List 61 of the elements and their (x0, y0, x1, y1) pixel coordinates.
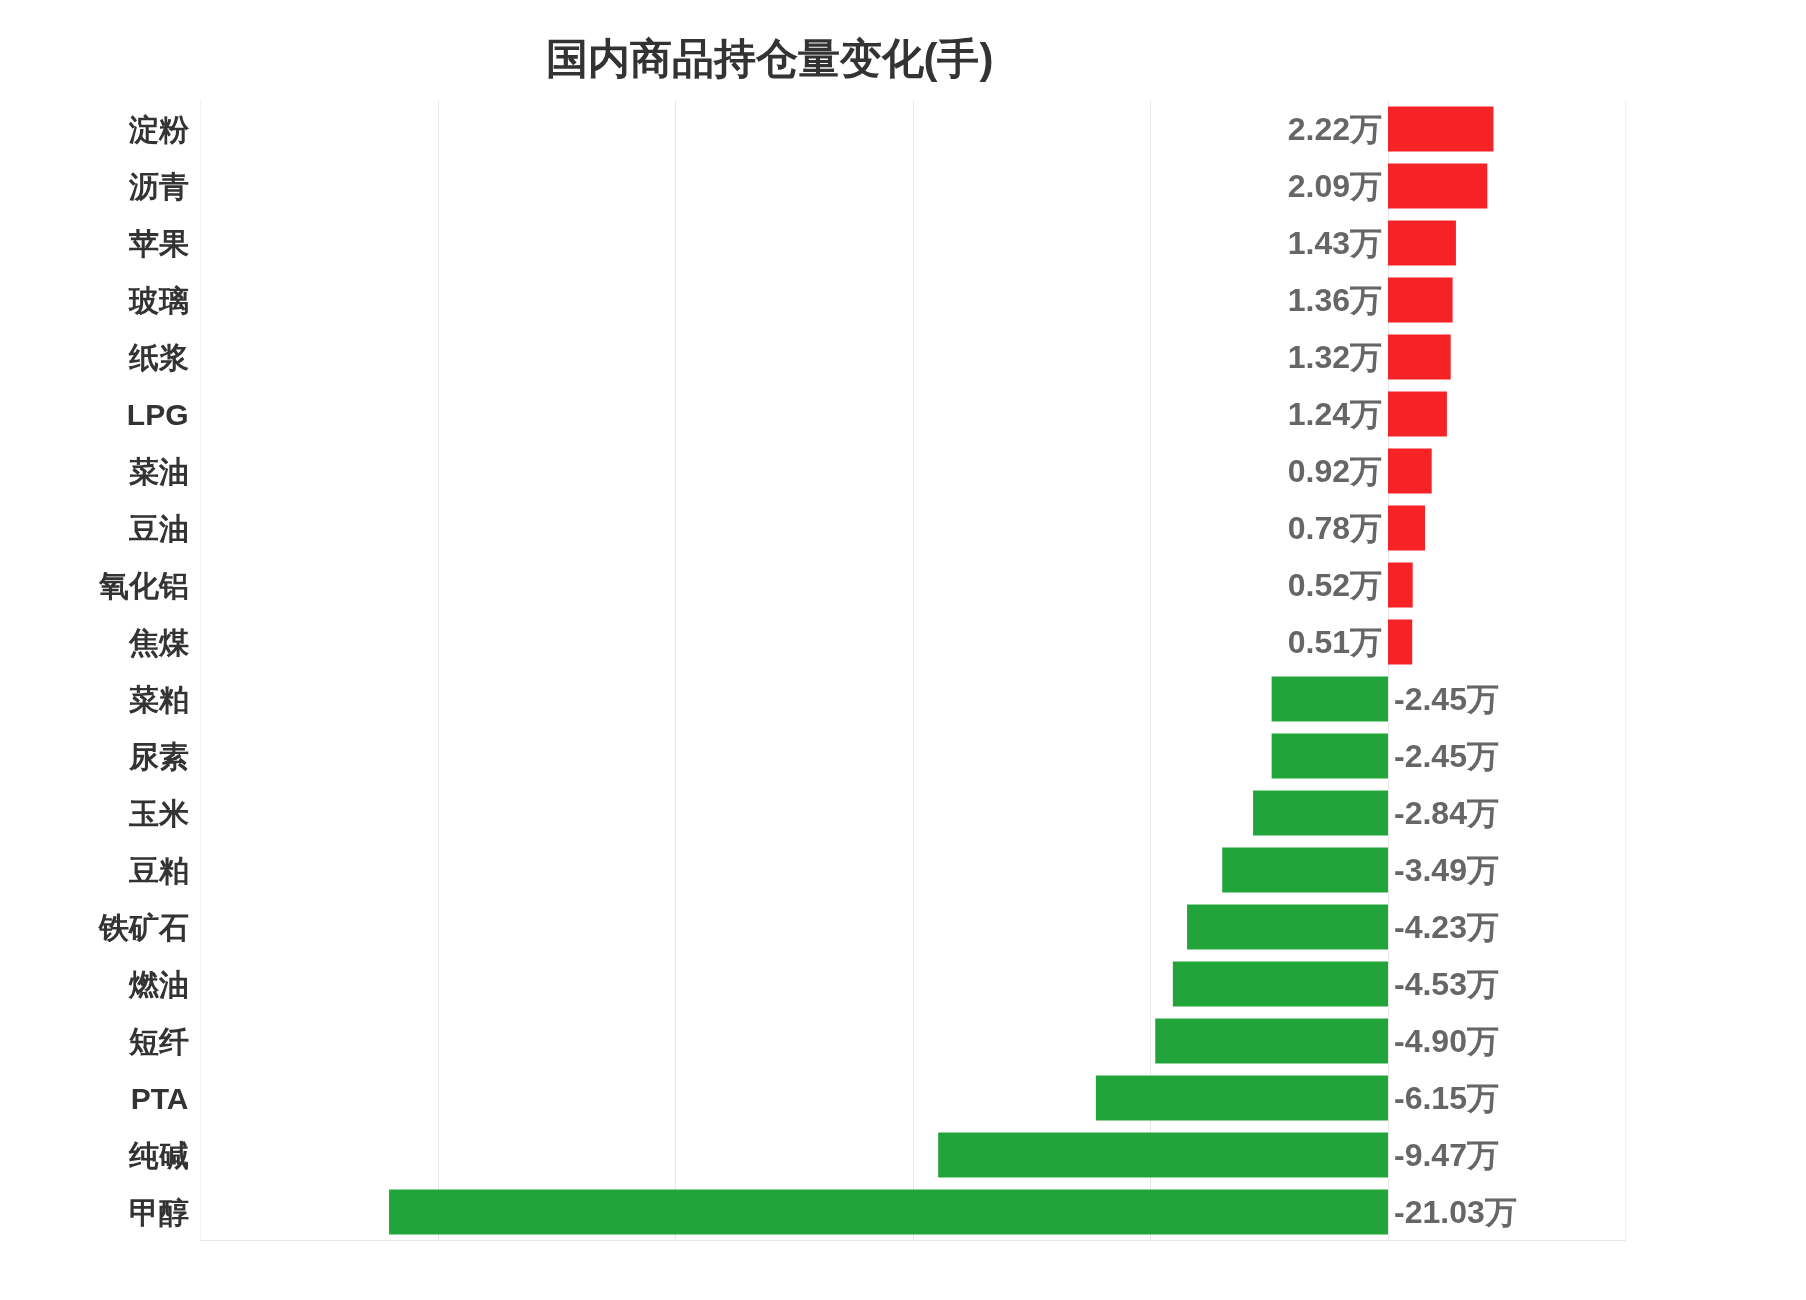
bar (1388, 619, 1413, 665)
data-label: -2.45万 (1394, 681, 1499, 717)
bar (1172, 961, 1388, 1007)
y-tick-label: 燃油 (127, 967, 189, 1001)
y-tick-label: 纸浆 (127, 340, 189, 374)
data-label: -4.90万 (1394, 1023, 1499, 1059)
y-tick-label: 豆油 (127, 511, 189, 545)
y-tick-label: 豆粕 (127, 853, 189, 887)
data-label: 0.92万 (1287, 453, 1382, 489)
data-label: 2.09万 (1287, 168, 1382, 204)
y-tick-label: 玻璃 (127, 283, 189, 317)
data-label: 0.52万 (1287, 567, 1382, 603)
data-label: 2.22万 (1287, 111, 1382, 147)
bar (1155, 1018, 1388, 1064)
bar (1388, 163, 1488, 209)
bar (1388, 277, 1453, 323)
data-label: -6.15万 (1394, 1080, 1499, 1116)
data-label: 1.24万 (1287, 396, 1382, 432)
y-tick-label: PTA (130, 1081, 189, 1115)
data-label: 0.78万 (1287, 510, 1382, 546)
y-tick-label: 尿素 (127, 739, 189, 773)
bar (1388, 106, 1494, 152)
data-label: -4.53万 (1394, 966, 1499, 1002)
bar (1388, 562, 1413, 608)
bar (1388, 505, 1426, 551)
data-label: -2.45万 (1394, 738, 1499, 774)
chart-title: 国内商品持仓量变化(手) (545, 34, 994, 82)
bar (1095, 1075, 1388, 1121)
data-label: 1.36万 (1287, 282, 1382, 318)
y-tick-label: 铁矿石 (97, 910, 189, 944)
data-label: -3.49万 (1394, 852, 1499, 888)
bar (1222, 847, 1388, 893)
y-tick-label: 苹果 (127, 226, 189, 260)
data-label: 0.51万 (1287, 624, 1382, 660)
data-label: 1.32万 (1287, 339, 1382, 375)
bar (1271, 676, 1388, 722)
bar (1271, 733, 1388, 779)
data-label: -21.03万 (1394, 1194, 1517, 1230)
y-tick-label: 短纤 (127, 1024, 189, 1058)
bar (938, 1132, 1388, 1178)
bar (1388, 448, 1432, 494)
data-label: -9.47万 (1394, 1137, 1499, 1173)
y-tick-label: 淀粉 (127, 112, 190, 146)
bar (1253, 790, 1388, 836)
data-label: -4.23万 (1394, 909, 1499, 945)
y-tick-label: 焦煤 (127, 625, 189, 659)
y-tick-label: 沥青 (127, 169, 189, 203)
data-label: -2.84万 (1394, 795, 1499, 831)
bar (1388, 391, 1447, 437)
bar (1388, 334, 1451, 380)
bar (389, 1189, 1388, 1235)
y-tick-label: 菜粕 (127, 682, 189, 716)
bar (1187, 904, 1388, 950)
y-tick-label: 氧化铝 (97, 568, 189, 602)
y-tick-label: 甲醇 (128, 1195, 189, 1229)
y-tick-label: 玉米 (127, 796, 189, 830)
bar (1388, 220, 1456, 266)
data-label: 1.43万 (1287, 225, 1382, 261)
y-tick-label: LPG (126, 397, 189, 431)
y-tick-label: 菜油 (127, 454, 189, 488)
y-tick-label: 纯碱 (127, 1138, 189, 1172)
